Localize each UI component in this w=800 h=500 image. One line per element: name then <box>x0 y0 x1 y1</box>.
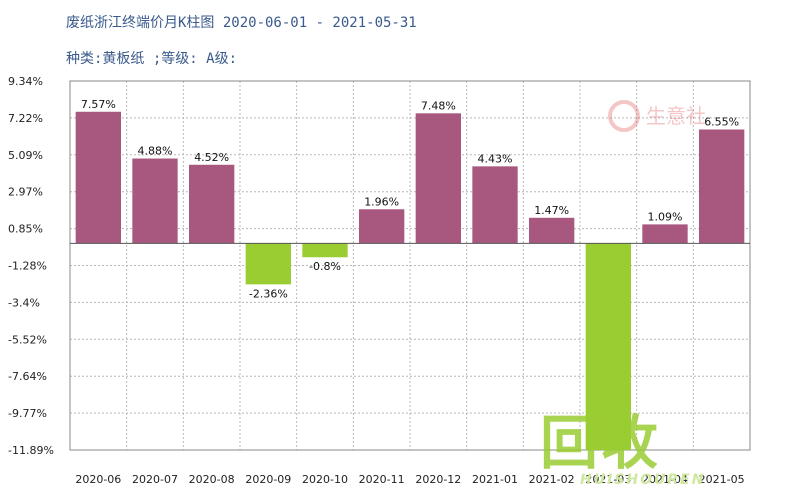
data-label-2020-12: 7.48% <box>421 99 456 112</box>
y-tick-label: -3.4% <box>8 296 40 309</box>
bar-2021-04 <box>642 224 688 244</box>
data-label-2020-09: -2.36% <box>249 287 288 300</box>
x-tick-label: 2021-03 <box>585 473 631 486</box>
data-label-2020-08: 4.52% <box>194 151 229 164</box>
data-label-2021-01: 4.43% <box>478 152 513 165</box>
y-axis-ticks: 9.34% 7.22% 5.09% 2.97% 0.85% -1.28% -3.4% -5.5… <box>8 75 54 457</box>
y-tick-label: -1.28% <box>8 260 47 273</box>
plot-border <box>69 80 751 451</box>
bar-2020-09 <box>245 243 291 285</box>
data-label-2020-11: 1.96% <box>364 195 399 208</box>
bar-2020-10 <box>302 243 348 258</box>
chart-title: 废纸浙江终端价月K柱图 2020-06-01 - 2021-05-31 <box>66 15 417 31</box>
y-tick-label: -11.89% <box>8 444 54 457</box>
watermark-logo-text: 生意社 <box>646 104 706 128</box>
x-tick-label: 2020-10 <box>302 473 348 486</box>
watermark-sub: HUISHOUREN <box>580 472 706 488</box>
bar-2021-03 <box>585 243 631 450</box>
bar-2020-06 <box>75 111 121 244</box>
bar-2020-07 <box>132 158 178 244</box>
y-tick-label: 7.22% <box>8 112 43 125</box>
x-tick-label: 2021-02 <box>529 473 575 486</box>
grid-lines <box>69 80 751 451</box>
data-label-2020-10: -0.8% <box>309 260 341 273</box>
chart-subtitle: 种类:黄板纸 ;等级: A级: <box>66 51 238 67</box>
x-tick-label: 2020-09 <box>245 473 291 486</box>
watermark-logo: 生意社 <box>608 100 706 132</box>
bar-2020-11 <box>359 209 405 244</box>
data-label-2021-04: 1.09% <box>648 210 683 223</box>
x-tick-label: 2021-04 <box>642 473 688 486</box>
bar-2020-12 <box>415 113 461 244</box>
x-tick-label: 2020-11 <box>359 473 405 486</box>
x-tick-label: 2020-12 <box>415 473 461 486</box>
x-axis-ticks: 2020-06 2020-07 2020-08 2020-09 2020-10 2020-… <box>75 473 744 486</box>
watermark-main: 回收 <box>540 409 661 477</box>
data-labels: 7.57% 4.88% 4.52% -2.36% -0.8% 1.96% 7.48% 4.43… <box>81 98 739 301</box>
x-tick-label: 2021-05 <box>699 473 745 486</box>
x-tick-label: 2020-07 <box>132 473 178 486</box>
y-tick-label: -9.77% <box>8 407 47 420</box>
bar-2021-02 <box>529 217 575 244</box>
bar-2021-01 <box>472 166 518 244</box>
data-label-2021-05: 6.55% <box>704 115 739 128</box>
y-tick-label: 5.09% <box>8 149 43 162</box>
data-label-2020-06: 7.57% <box>81 98 116 111</box>
y-tick-label: -5.52% <box>8 333 47 346</box>
data-label-2020-07: 4.88% <box>138 145 173 158</box>
y-tick-label: 9.34% <box>8 75 43 88</box>
x-tick-label: 2021-01 <box>472 473 518 486</box>
y-tick-label: 0.85% <box>8 223 43 236</box>
bars <box>70 111 750 450</box>
y-tick-label: 2.97% <box>8 186 43 199</box>
x-tick-label: 2020-08 <box>189 473 235 486</box>
bar-2021-05 <box>699 129 745 244</box>
data-label-2021-02: 1.47% <box>534 204 569 217</box>
x-tick-label: 2020-06 <box>75 473 121 486</box>
bar-2020-08 <box>189 164 235 244</box>
y-tick-label: -7.64% <box>8 370 47 383</box>
